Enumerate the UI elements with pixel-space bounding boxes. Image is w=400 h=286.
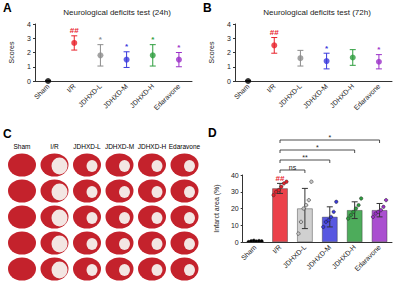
svg-text:Sham: Sham xyxy=(14,143,31,150)
svg-text:I/R: I/R xyxy=(50,143,59,150)
svg-text:0: 0 xyxy=(227,78,231,85)
svg-text:*: * xyxy=(316,144,319,151)
svg-text:Neurological deficits test (72: Neurological deficits test (72h) xyxy=(263,8,371,17)
svg-text:**: ** xyxy=(302,154,308,161)
svg-text:JDHXD-H: JDHXD-H xyxy=(329,83,356,110)
svg-text:3: 3 xyxy=(227,35,231,42)
svg-text:Infarct area (%): Infarct area (%) xyxy=(213,184,221,232)
svg-text:I/R: I/R xyxy=(271,244,282,255)
svg-text:JDHXD-M: JDHXD-M xyxy=(102,82,129,109)
svg-text:Sham: Sham xyxy=(240,243,258,261)
svg-text:I/R: I/R xyxy=(265,83,276,94)
svg-text:30: 30 xyxy=(231,188,239,195)
svg-text:JDHXD-L: JDHXD-L xyxy=(73,143,101,150)
svg-text:B: B xyxy=(203,1,212,15)
svg-text:*: * xyxy=(325,44,329,53)
svg-text:C: C xyxy=(3,127,12,141)
svg-text:*: * xyxy=(177,43,181,52)
svg-text:JDHXD-L: JDHXD-L xyxy=(282,243,308,269)
svg-text:JDHXD-H: JDHXD-H xyxy=(138,143,167,150)
svg-text:Edaravone: Edaravone xyxy=(169,143,201,150)
svg-text:Edaravone: Edaravone xyxy=(153,82,182,111)
svg-text:Edaravone: Edaravone xyxy=(353,82,382,111)
svg-text:A: A xyxy=(3,1,12,15)
svg-text:ns: ns xyxy=(289,164,297,171)
svg-text:Sham: Sham xyxy=(233,82,251,100)
svg-text:D: D xyxy=(208,126,217,140)
svg-text:JDHXD-H: JDHXD-H xyxy=(330,243,358,271)
svg-text:*: * xyxy=(151,35,155,44)
svg-text:Neurological deficits test (24: Neurological deficits test (24h) xyxy=(63,8,171,17)
svg-text:*: * xyxy=(328,134,331,141)
svg-text:JDHXD-L: JDHXD-L xyxy=(277,82,303,108)
svg-text:2: 2 xyxy=(227,49,231,56)
svg-text:I/R: I/R xyxy=(65,83,76,94)
svg-text:10: 10 xyxy=(231,222,239,229)
svg-text:*: * xyxy=(99,35,103,44)
svg-text:40: 40 xyxy=(231,172,239,179)
svg-text:JDHXD-L: JDHXD-L xyxy=(77,82,103,108)
svg-text:Scores: Scores xyxy=(208,41,215,63)
svg-text:*: * xyxy=(125,42,129,51)
svg-text:JDHXD-M: JDHXD-M xyxy=(105,143,134,150)
svg-text:JDHXD-H: JDHXD-H xyxy=(129,83,156,110)
svg-text:JDHXD-M: JDHXD-M xyxy=(302,82,329,109)
svg-text:JDHXD-M: JDHXD-M xyxy=(305,243,332,270)
svg-text:20: 20 xyxy=(231,205,239,212)
svg-text:##: ## xyxy=(270,28,279,37)
svg-text:4: 4 xyxy=(227,21,231,28)
svg-text:0: 0 xyxy=(27,78,31,85)
svg-text:##: ## xyxy=(70,26,79,35)
svg-text:0: 0 xyxy=(235,239,239,246)
svg-text:3: 3 xyxy=(27,35,31,42)
svg-text:Sham: Sham xyxy=(33,82,51,100)
svg-text:1: 1 xyxy=(227,63,231,70)
svg-text:*: * xyxy=(377,45,381,54)
svg-text:2: 2 xyxy=(27,49,31,56)
svg-text:Scores: Scores xyxy=(8,41,15,63)
svg-text:4: 4 xyxy=(27,21,31,28)
svg-text:1: 1 xyxy=(27,63,31,70)
svg-text:Edaravone: Edaravone xyxy=(353,243,382,272)
